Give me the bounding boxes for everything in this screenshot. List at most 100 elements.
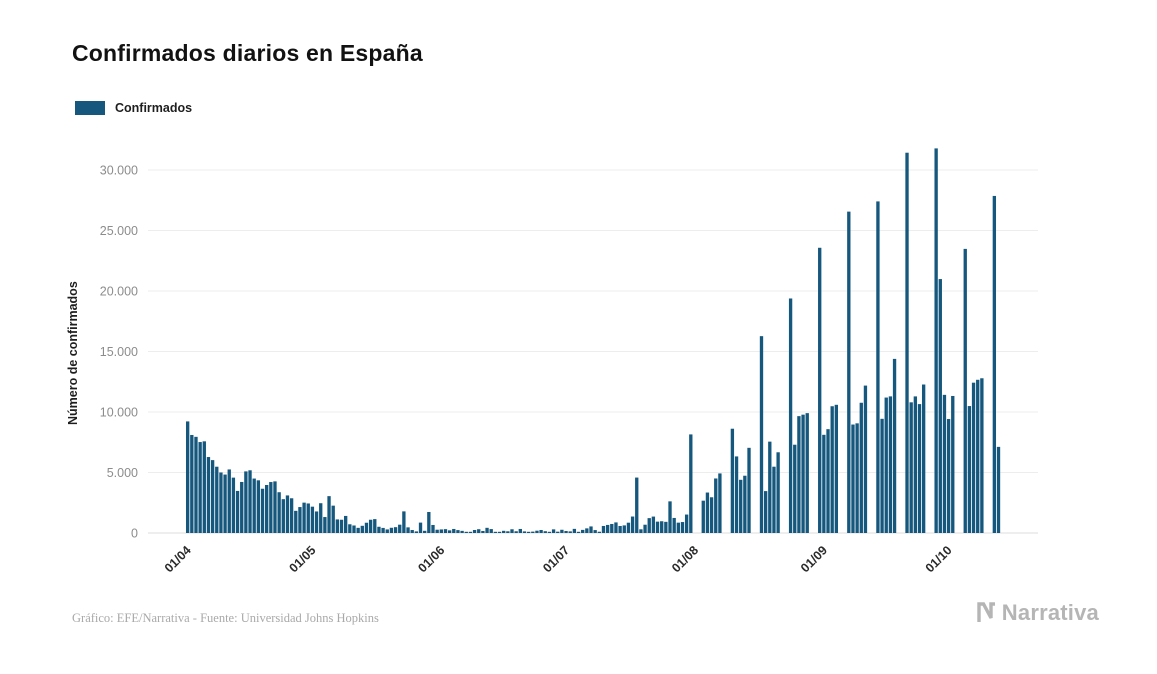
bar (934, 148, 938, 533)
bar (252, 478, 256, 533)
bar (647, 518, 651, 533)
bar (543, 531, 547, 533)
bar (605, 524, 610, 533)
bar (285, 495, 290, 533)
bar (198, 442, 202, 533)
bar (630, 516, 635, 533)
bar (389, 527, 394, 533)
bar (684, 514, 689, 533)
bar (797, 416, 801, 533)
bar (689, 434, 693, 533)
bar (502, 530, 506, 533)
bar (963, 248, 967, 533)
bar (763, 491, 768, 533)
bar (805, 413, 809, 533)
bar (460, 530, 464, 533)
bar (921, 384, 926, 533)
bar (273, 481, 277, 533)
bar (714, 478, 718, 533)
bar (768, 441, 772, 533)
bar (818, 247, 822, 533)
bar (468, 531, 473, 533)
bar (576, 531, 581, 533)
y-tick-label: 25.000 (100, 224, 138, 238)
bar (202, 441, 206, 533)
bar (289, 498, 294, 533)
bar (352, 525, 356, 533)
bar (431, 524, 435, 533)
bar (739, 479, 743, 533)
bar (730, 428, 735, 533)
narrativa-logo-icon (977, 602, 995, 622)
bar (971, 382, 976, 533)
bar (593, 530, 597, 533)
bar (772, 466, 776, 533)
bar (493, 531, 498, 533)
bar (597, 531, 601, 533)
bar (506, 531, 510, 533)
bar (485, 527, 489, 533)
bar (302, 502, 306, 533)
legend-label: Confirmados (115, 101, 193, 115)
bar (368, 519, 373, 533)
bar (373, 519, 377, 533)
bar (256, 480, 261, 533)
y-axis-label: Número de confirmados (66, 281, 80, 425)
bar (281, 499, 285, 533)
x-tick-label: 01/07 (540, 543, 572, 575)
bar (335, 519, 340, 533)
bar (822, 434, 826, 533)
bar (435, 529, 439, 533)
bar (830, 406, 834, 533)
bar (456, 530, 460, 533)
bar (443, 529, 448, 533)
bar (976, 379, 980, 533)
bar (240, 481, 244, 533)
bar (880, 418, 884, 533)
bar (913, 396, 918, 533)
bar (759, 336, 764, 533)
narrativa-logo-text: Narrativa (1001, 600, 1099, 625)
bar (884, 397, 888, 533)
bar (614, 522, 618, 533)
bar (294, 510, 298, 533)
bar (497, 531, 502, 533)
bar (581, 529, 585, 533)
bar (306, 503, 310, 533)
bar (859, 402, 863, 533)
bar (398, 524, 402, 533)
bar (381, 527, 385, 533)
bar (186, 421, 190, 533)
bar (834, 404, 838, 533)
bar-chart: 0 5.000 10.000 15.000 20.000 25.000 30.000 01/0… (100, 148, 1038, 575)
bar (618, 525, 622, 533)
bar (377, 526, 381, 533)
bar (348, 524, 352, 533)
bar (481, 530, 485, 533)
bar (847, 211, 851, 533)
bar (651, 516, 656, 533)
bar (876, 201, 880, 533)
bar (265, 484, 269, 533)
bar (223, 474, 227, 533)
bar (718, 473, 722, 533)
bar (801, 414, 805, 533)
bar (472, 529, 477, 533)
bar (560, 529, 564, 533)
bar (851, 424, 855, 533)
bar (793, 444, 797, 533)
y-tick-label: 10.000 (100, 406, 138, 420)
x-tick-label: 01/10 (923, 543, 955, 575)
bar (206, 457, 211, 533)
bar (568, 531, 572, 533)
bar (510, 529, 514, 533)
bar (356, 527, 360, 533)
bar (680, 522, 685, 533)
bar (439, 529, 443, 533)
bar (668, 501, 672, 533)
bar (639, 529, 643, 533)
bar (655, 521, 660, 533)
y-tick-label: 0 (131, 527, 138, 541)
bar (776, 452, 780, 533)
bar (190, 434, 194, 533)
